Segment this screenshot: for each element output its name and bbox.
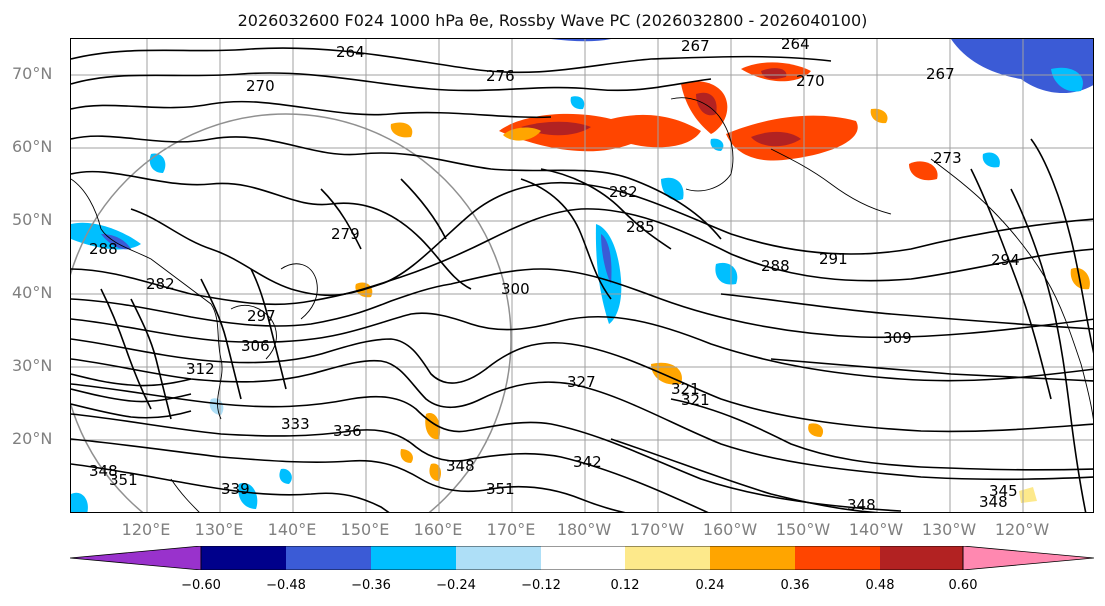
contour-label: 282 <box>609 183 638 201</box>
map-panel: 264 267 264 270 276 270 267 273 279 282 … <box>70 38 1094 513</box>
colorbar-segment <box>201 546 286 570</box>
colorbar-segment <box>625 546 710 570</box>
map-canvas: 264 267 264 270 276 270 267 273 279 282 … <box>71 39 1093 513</box>
colorbar-tick-label: 0.24 <box>695 578 725 593</box>
lon-label: 150°W <box>775 520 831 539</box>
contour-label: 312 <box>186 360 215 378</box>
contour-label: 297 <box>247 307 276 325</box>
lon-label: 160°E <box>413 520 463 539</box>
lon-label: 140°W <box>848 520 904 539</box>
contour-label: 294 <box>991 251 1020 269</box>
contour-label: 333 <box>281 415 310 433</box>
lon-label: 130°E <box>194 520 244 539</box>
contour-label: 321 <box>681 391 710 409</box>
contour-label: 351 <box>486 480 515 498</box>
contour-label: 345 <box>989 482 1018 500</box>
contour-label: 279 <box>331 225 360 243</box>
colorbar-tick-label: −0.24 <box>436 578 476 593</box>
contour-label: 327 <box>567 373 596 391</box>
contour-label: 300 <box>501 280 530 298</box>
colorbar-segment <box>371 546 456 570</box>
contour-label: 270 <box>796 72 825 90</box>
colorbar-segment <box>456 546 541 570</box>
lat-label: 20°N <box>12 429 53 448</box>
lat-label: 30°N <box>12 356 53 375</box>
contour-label: 342 <box>573 453 602 471</box>
contour-label: 288 <box>89 240 118 258</box>
contour-label: 348 <box>89 462 118 480</box>
contour-label: 264 <box>781 39 810 53</box>
highlight-circle <box>71 113 512 512</box>
lon-label: 120°E <box>121 520 171 539</box>
contour-label: 288 <box>761 257 790 275</box>
theta-e-contours <box>71 47 1093 512</box>
colorbar-tick-label: −0.48 <box>266 578 306 593</box>
contour-label: 348 <box>847 496 876 513</box>
contour-label: 309 <box>883 329 912 347</box>
contour-label: 267 <box>681 39 710 55</box>
lon-label: 140°E <box>267 520 317 539</box>
colorbar-tick-label: 0.60 <box>948 578 978 593</box>
lat-label: 40°N <box>12 283 53 302</box>
colorbar-extend-high <box>962 546 1094 570</box>
colorbar-tick-label: 0.12 <box>610 578 640 593</box>
contour-label: 321 <box>671 380 700 398</box>
colorbar-tick-label: −0.36 <box>351 578 391 593</box>
colorbar-tick-label: −0.60 <box>181 578 221 593</box>
lon-label: 170°E <box>486 520 536 539</box>
contour-label: 264 <box>336 43 365 61</box>
colorbar-segment <box>541 546 625 570</box>
lon-label: 160°W <box>702 520 758 539</box>
contour-label: 348 <box>979 493 1008 511</box>
coastlines <box>71 97 1093 512</box>
contour-label: 339 <box>221 480 250 498</box>
colorbar-segment <box>795 546 880 570</box>
lon-label: 170°W <box>629 520 685 539</box>
contour-label: 285 <box>626 218 655 236</box>
contour-label: 276 <box>486 67 515 85</box>
colorbar-segment <box>880 546 963 570</box>
contour-label: 291 <box>819 250 848 268</box>
contour-label: 351 <box>109 471 138 489</box>
colorbar-segment <box>286 546 371 570</box>
lat-label: 60°N <box>12 137 53 156</box>
contour-label: 336 <box>333 422 362 440</box>
contour-label: 267 <box>926 65 955 83</box>
colorbar-extend-low <box>70 546 202 570</box>
contour-label: 273 <box>933 149 962 167</box>
gridlines <box>71 39 1093 512</box>
map-title: 2026032600 F024 1000 hPa θe, Rossby Wave… <box>237 11 868 30</box>
colorbar-tick-label: 0.48 <box>865 578 895 593</box>
lon-label: 180°W <box>556 520 612 539</box>
colorbar-tick-label: −0.12 <box>521 578 561 593</box>
colorbar-segment <box>710 546 795 570</box>
anomaly-shading <box>71 39 1093 512</box>
contour-label: 306 <box>241 337 270 355</box>
contour-label: 282 <box>146 275 175 293</box>
colorbar-tick-label: 0.36 <box>780 578 810 593</box>
colorbar <box>70 546 1094 570</box>
contour-label: 270 <box>246 77 275 95</box>
lat-label: 50°N <box>12 210 53 229</box>
lat-label: 70°N <box>12 64 53 83</box>
contour-label: 348 <box>446 457 475 475</box>
lon-label: 130°W <box>921 520 977 539</box>
lon-label: 120°W <box>994 520 1050 539</box>
lon-label: 150°E <box>340 520 390 539</box>
